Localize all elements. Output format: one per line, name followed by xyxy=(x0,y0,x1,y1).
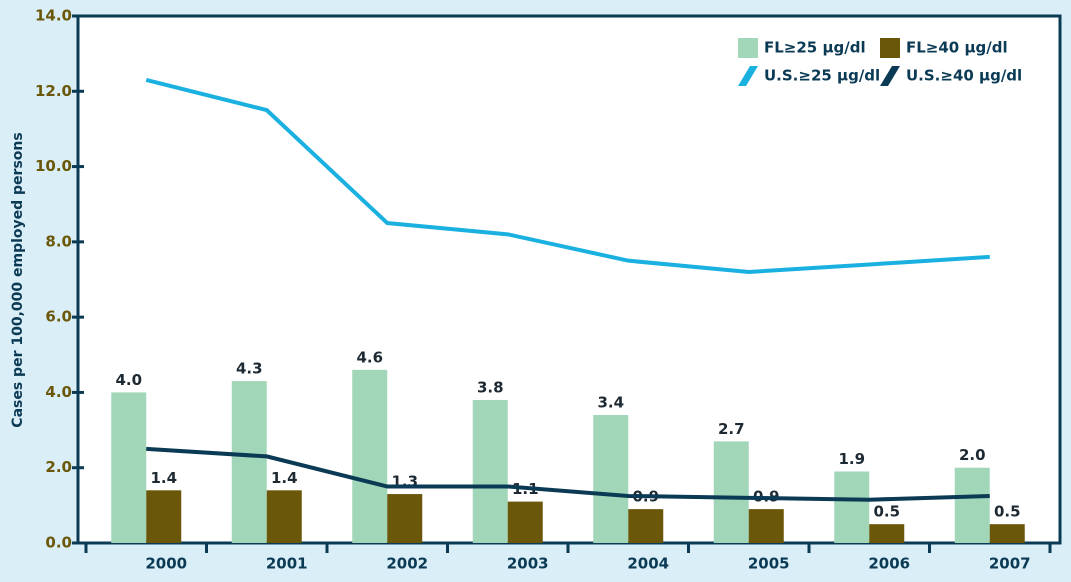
legend-label: FL≥25 µg/dl xyxy=(764,39,866,57)
bar xyxy=(231,381,267,543)
bar xyxy=(628,509,664,543)
legend-swatch xyxy=(738,66,758,86)
legend-swatch xyxy=(880,38,900,58)
legend-swatch xyxy=(738,38,758,58)
y-axis-label: Cases per 100,000 employed persons xyxy=(10,132,26,427)
y-tick-label: 4.0 xyxy=(45,383,72,401)
data-label: 0.5 xyxy=(873,503,900,521)
data-label: 2.0 xyxy=(959,446,986,464)
data-label: 2.7 xyxy=(718,420,745,438)
legend-swatch xyxy=(880,66,900,86)
bar xyxy=(713,441,749,543)
data-label: 4.0 xyxy=(115,371,142,389)
x-tick-label: 2007 xyxy=(989,555,1031,573)
y-tick-label: 0.0 xyxy=(45,534,72,552)
legend-label: FL≥40 µg/dl xyxy=(906,39,1008,57)
x-tick-label: 2004 xyxy=(627,555,669,573)
legend-label: U.S.≥25 µg/dl xyxy=(764,67,880,85)
data-label: 4.6 xyxy=(356,348,383,366)
plot-area xyxy=(76,14,1062,545)
y-tick-label: 6.0 xyxy=(45,308,72,326)
y-tick-label: 10.0 xyxy=(35,157,72,175)
bar xyxy=(352,369,388,543)
legend-label: U.S.≥40 µg/dl xyxy=(906,67,1022,85)
y-tick-label: 12.0 xyxy=(35,82,72,100)
bar xyxy=(593,415,629,543)
x-tick-label: 2002 xyxy=(386,555,428,573)
data-label: 1.9 xyxy=(838,450,865,468)
bar xyxy=(869,524,905,543)
data-label: 3.8 xyxy=(477,378,504,396)
x-tick-label: 2000 xyxy=(145,555,187,573)
x-tick-label: 2003 xyxy=(507,555,549,573)
bar xyxy=(472,399,508,543)
x-tick-label: 2005 xyxy=(748,555,790,573)
data-label: 1.4 xyxy=(271,469,298,487)
x-tick-label: 2006 xyxy=(868,555,910,573)
y-tick-label: 2.0 xyxy=(45,458,72,476)
bar xyxy=(954,467,990,543)
bar xyxy=(146,490,182,543)
line xyxy=(146,446,990,502)
bar xyxy=(387,494,423,543)
x-tick-label: 2001 xyxy=(266,555,308,573)
bar xyxy=(266,490,302,543)
bar xyxy=(111,392,147,543)
data-label: 4.3 xyxy=(236,360,263,378)
bar xyxy=(507,501,543,543)
data-label: 3.4 xyxy=(597,394,624,412)
bar xyxy=(748,509,784,543)
y-tick-label: 14.0 xyxy=(35,7,72,25)
bar xyxy=(989,524,1025,543)
bar xyxy=(834,471,870,543)
y-tick-label: 8.0 xyxy=(45,232,72,250)
line xyxy=(145,78,990,274)
data-label: 0.5 xyxy=(994,503,1021,521)
data-label: 1.4 xyxy=(150,469,177,487)
